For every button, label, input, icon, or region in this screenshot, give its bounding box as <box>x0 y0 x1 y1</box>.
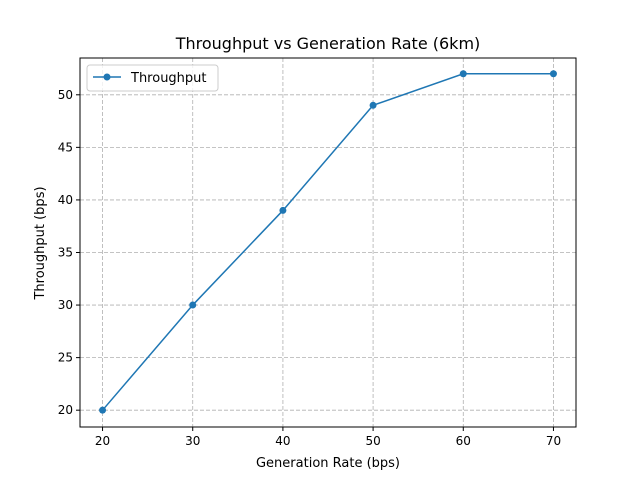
data-point <box>279 206 287 214</box>
data-point <box>189 301 197 309</box>
x-tick-label: 30 <box>185 434 200 448</box>
ticks: 20 30 40 50 60 70 20 25 30 35 40 45 50 <box>58 88 561 448</box>
plot-frame <box>79 57 577 428</box>
x-tick-label: 60 <box>456 434 471 448</box>
y-tick-label: 30 <box>58 298 73 312</box>
data-point <box>549 70 557 78</box>
y-tick-label: 50 <box>58 88 73 102</box>
data-point <box>99 406 107 414</box>
legend: Throughput <box>86 64 219 92</box>
data-point <box>459 70 467 78</box>
x-tick-label: 70 <box>546 434 561 448</box>
y-tick-label: 45 <box>58 140 73 154</box>
data-point <box>369 101 377 109</box>
x-tick-label: 50 <box>365 434 380 448</box>
y-tick-label: 40 <box>58 193 73 207</box>
y-tick-label: 35 <box>58 245 73 259</box>
series <box>99 70 557 414</box>
x-axis-label: Generation Rate (bps) <box>256 456 400 471</box>
grid <box>80 58 576 427</box>
series-line <box>101 73 554 411</box>
legend-label: Throughput <box>130 71 207 86</box>
x-tick-label: 20 <box>95 434 110 448</box>
y-tick-label: 25 <box>58 351 73 365</box>
y-axis-label: Throughput (bps) <box>33 186 48 300</box>
legend-marker <box>103 73 111 81</box>
x-tick-label: 40 <box>275 434 290 448</box>
y-tick-label: 20 <box>58 403 73 417</box>
chart-title: Throughput vs Generation Rate (6km) <box>175 34 481 53</box>
